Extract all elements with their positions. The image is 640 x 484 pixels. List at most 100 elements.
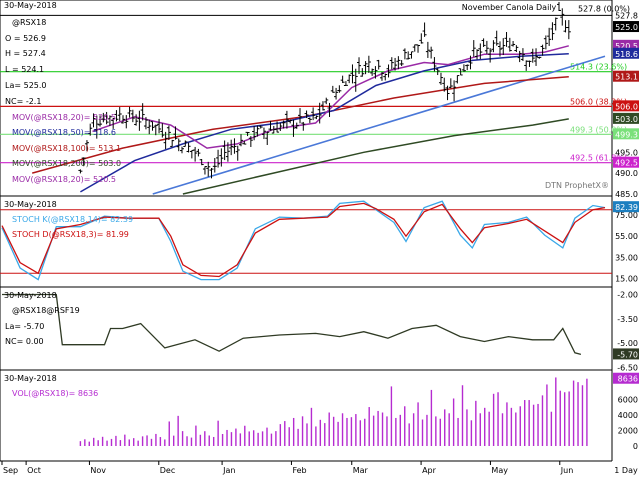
volume-bar <box>315 426 317 446</box>
price-bar <box>468 55 473 70</box>
price-bar <box>252 126 257 141</box>
stoch-d-line <box>1 202 606 278</box>
volume-bar <box>261 431 264 446</box>
spread-panel <box>0 286 613 371</box>
price-bar <box>353 68 358 92</box>
price-bar <box>284 110 289 129</box>
svg-text:8636: 8636 <box>618 375 638 384</box>
price-bar <box>363 61 368 75</box>
volume-bar <box>541 395 544 446</box>
price-bar <box>357 57 362 75</box>
fib-label-1: 506.0 (38.2%) <box>570 97 627 106</box>
price-bar <box>147 119 152 135</box>
price-bar <box>180 146 185 154</box>
volume-bar <box>404 406 406 446</box>
volume-bar <box>79 441 82 446</box>
price-bar <box>402 48 407 60</box>
price-bar <box>78 169 83 174</box>
volume-bar <box>324 423 326 446</box>
price-bar <box>422 22 427 37</box>
ma-legend-4: MOV(@RSX18,200)= 503.0 <box>12 159 121 168</box>
price-bar <box>291 119 296 137</box>
price-bar <box>478 43 483 60</box>
price-bar <box>107 115 112 126</box>
month-label-3: Dec <box>160 466 175 475</box>
price-bar <box>111 117 116 129</box>
volume-tick-0: 6000 <box>618 395 638 404</box>
volume-bar <box>421 419 424 446</box>
price-bar <box>245 131 250 137</box>
price-bar <box>248 136 253 147</box>
price-bar <box>255 125 260 137</box>
volume-bar <box>484 407 486 446</box>
volume-bar <box>155 433 157 446</box>
price-bar <box>121 115 126 124</box>
price-bar <box>442 77 447 92</box>
volume-bar <box>381 412 384 446</box>
volume-bar <box>124 434 126 446</box>
stoch-k-legend: STOCH K(@RSX18,14)= 82.39 <box>12 215 133 224</box>
ohlc-readout: @RSX18 O = 526.9 H = 527.4 L = 524.1 La=… <box>5 18 47 106</box>
price-bar <box>409 51 414 59</box>
volume-bar <box>359 420 362 446</box>
volume-bar <box>141 436 144 446</box>
price-bar <box>419 33 424 44</box>
volume-tag: 8636 <box>613 372 639 384</box>
price-bar <box>494 30 499 46</box>
price-bar <box>416 44 421 53</box>
volume-bar <box>475 400 477 446</box>
price-bar <box>514 45 519 53</box>
price-tick-9: 490.0 <box>615 169 638 178</box>
price-bar <box>360 68 365 77</box>
volume-bar <box>466 409 468 446</box>
volume-bar <box>301 416 304 446</box>
month-label-4: Jan <box>222 466 235 475</box>
stoch-panel <box>0 195 613 288</box>
volume-bar <box>470 420 473 446</box>
price-bar <box>534 48 539 66</box>
stoch-tick-3: 15.00 <box>615 275 638 284</box>
volume-bar <box>386 416 388 446</box>
volume-bar <box>106 440 108 446</box>
volume-bar <box>506 402 508 446</box>
price-bar <box>556 1 561 11</box>
price-panel <box>0 0 613 197</box>
volume-bar <box>97 440 99 446</box>
volume-bar <box>368 407 370 446</box>
stoch-tick-2: 35.00 <box>615 253 638 262</box>
volume-bar <box>168 421 170 446</box>
price-bar <box>429 46 434 59</box>
high-readout: H = 527.4 <box>5 49 46 58</box>
price-bar <box>543 35 548 50</box>
svg-text:503.0: 503.0 <box>615 115 638 124</box>
volume-tick-2: 2000 <box>618 426 638 435</box>
volume-bar <box>252 430 255 446</box>
price-bar <box>298 108 303 124</box>
volume-tick-1: 4000 <box>618 411 638 420</box>
volume-bar <box>110 438 113 446</box>
price-bar <box>560 8 565 26</box>
spread-tick-0: -2.00 <box>617 290 638 299</box>
volume-bar <box>355 414 357 446</box>
fib-0-label: 527.8 (0.0%) <box>578 4 630 13</box>
svg-text:525.0: 525.0 <box>615 23 638 32</box>
volume-bar <box>101 436 104 446</box>
svg-text:492.5: 492.5 <box>615 159 638 168</box>
net-change-readout: NC= -2.1 <box>5 97 41 106</box>
price-tag-8: 492.5 <box>613 156 639 168</box>
volume-bar <box>488 411 490 446</box>
price-bar <box>343 81 348 86</box>
volume-bar <box>235 428 237 446</box>
month-label-7: Apr <box>422 466 437 475</box>
price-bar <box>566 20 571 40</box>
price-bar <box>406 51 411 60</box>
price-bar <box>134 114 139 126</box>
volume-bar <box>292 417 295 446</box>
spread-tag: -5.70 <box>613 348 639 360</box>
price-tag-1: 520.5 <box>613 39 639 51</box>
volume-bar <box>297 428 299 446</box>
price-bar <box>81 157 86 167</box>
price-bar <box>307 117 312 123</box>
volume-bar <box>417 402 419 446</box>
